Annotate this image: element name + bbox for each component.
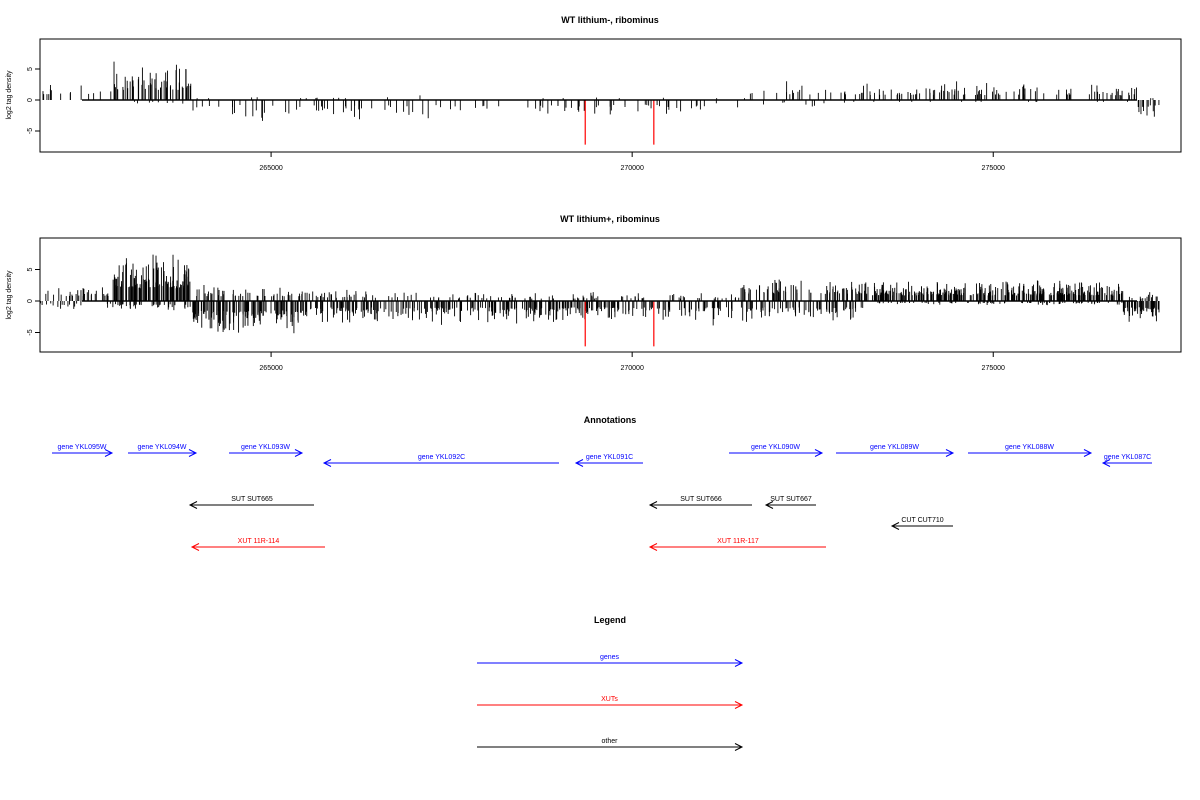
arrow-head: [764, 501, 774, 509]
y-tick-label: 5: [27, 267, 34, 271]
x-tick-label: 270000: [620, 165, 643, 172]
annotations-panel: Annotations gene YKL095W gene YKL094W gene…: [52, 415, 1152, 551]
arrow-head: [1101, 459, 1111, 467]
x-tick-label: 265000: [259, 165, 282, 172]
feature-label: gene YKL089W: [870, 444, 919, 451]
feature-gene: gene YKL089W: [836, 444, 955, 457]
arrow-head: [190, 543, 200, 551]
feature-gene: gene YKL093W: [229, 444, 304, 457]
panel-title: WT lithium-, ribominus: [561, 15, 659, 25]
feature-gene: gene YKL087C: [1101, 454, 1152, 467]
y-axis-label: log2 tag density: [6, 270, 13, 320]
x-tick-label: 275000: [982, 165, 1005, 172]
feature-label: gene YKL090W: [751, 444, 800, 451]
arrow-head: [890, 522, 900, 530]
arrow-head: [945, 449, 955, 457]
arrow-head: [574, 459, 584, 467]
legend-item-gene: genes: [477, 654, 744, 667]
x-tick-label: 275000: [982, 365, 1005, 372]
plot-frame: [39, 38, 1182, 153]
feature-label: SUT SUT666: [680, 496, 722, 503]
y-tick-label: 0: [27, 98, 34, 102]
feature-label: gene YKL088W: [1005, 444, 1054, 451]
axis-ticks: 265000 270000 275000 -5 0 5: [27, 67, 1005, 172]
legend-item-xut: XUTs: [477, 696, 744, 709]
feature-label: XUT 11R-117: [717, 538, 759, 545]
feature-gene: gene YKL091C: [574, 454, 643, 467]
feature-label: CUT CUT710: [901, 517, 943, 524]
feature-label: XUT 11R-114: [238, 538, 280, 545]
arrow-head: [188, 501, 198, 509]
bars-group: [42, 61, 1160, 145]
track-panel-lithium-plus: WT lithium+, ribominus log2 tag density …: [6, 214, 1182, 372]
feature-label: gene YKL087C: [1104, 454, 1151, 461]
axis-ticks: 265000 270000 275000 -5 0 5: [27, 267, 1005, 372]
y-tick-label: -5: [27, 329, 34, 335]
x-tick-label: 265000: [259, 365, 282, 372]
annotations-title: Annotations: [584, 415, 637, 425]
feature-label: gene YKL092C: [418, 454, 465, 461]
arrow-head: [104, 449, 114, 457]
arrow-head: [294, 449, 304, 457]
feature-other: CUT CUT710: [890, 517, 953, 530]
feature-label: gene YKL095W: [58, 444, 107, 451]
y-tick-label: 0: [27, 299, 34, 303]
arrow-head: [1083, 449, 1093, 457]
plot-frame: [39, 237, 1182, 353]
feature-label: gene YKL094W: [138, 444, 187, 451]
arrow-head: [188, 449, 198, 457]
feature-gene: gene YKL095W: [52, 444, 114, 457]
arrow-head: [734, 743, 744, 751]
y-tick-label: 5: [27, 67, 34, 71]
arrow-head: [734, 659, 744, 667]
feature-label: XUTs: [601, 696, 618, 703]
arrow-head: [322, 459, 332, 467]
feature-other: SUT SUT666: [648, 496, 752, 509]
x-tick-label: 270000: [620, 365, 643, 372]
feature-other: SUT SUT665: [188, 496, 314, 509]
feature-label: SUT SUT665: [231, 496, 273, 503]
arrow-head: [734, 701, 744, 709]
feature-label: gene YKL093W: [241, 444, 290, 451]
feature-gene: gene YKL092C: [322, 454, 559, 467]
feature-gene: gene YKL088W: [968, 444, 1093, 457]
arrow-head: [648, 501, 658, 509]
feature-xut: XUT 11R-117: [648, 538, 826, 551]
legend-item-other: other: [477, 738, 744, 751]
feature-label: other: [602, 738, 619, 745]
feature-arrows: gene YKL095W gene YKL094W gene YKL093W gene…: [52, 444, 1152, 551]
panel-title: WT lithium+, ribominus: [560, 214, 660, 224]
feature-gene: gene YKL090W: [729, 444, 824, 457]
feature-gene: gene YKL094W: [128, 444, 198, 457]
feature-label: genes: [600, 654, 620, 661]
arrow-head: [814, 449, 824, 457]
y-tick-label: -5: [27, 128, 34, 134]
feature-label: SUT SUT667: [770, 496, 812, 503]
feature-other: SUT SUT667: [764, 496, 816, 509]
y-axis-label: log2 tag density: [6, 70, 13, 120]
legend-title: Legend: [594, 615, 626, 625]
legend-items: genes XUTs other: [477, 654, 744, 751]
legend-panel: Legend genes XUTs other: [477, 615, 744, 751]
feature-label: gene YKL091C: [586, 454, 633, 461]
arrow-head: [648, 543, 658, 551]
track-panel-lithium-minus: WT lithium-, ribominus log2 tag density …: [6, 15, 1182, 172]
feature-xut: XUT 11R-114: [190, 538, 325, 551]
bars-group: [40, 254, 1160, 347]
